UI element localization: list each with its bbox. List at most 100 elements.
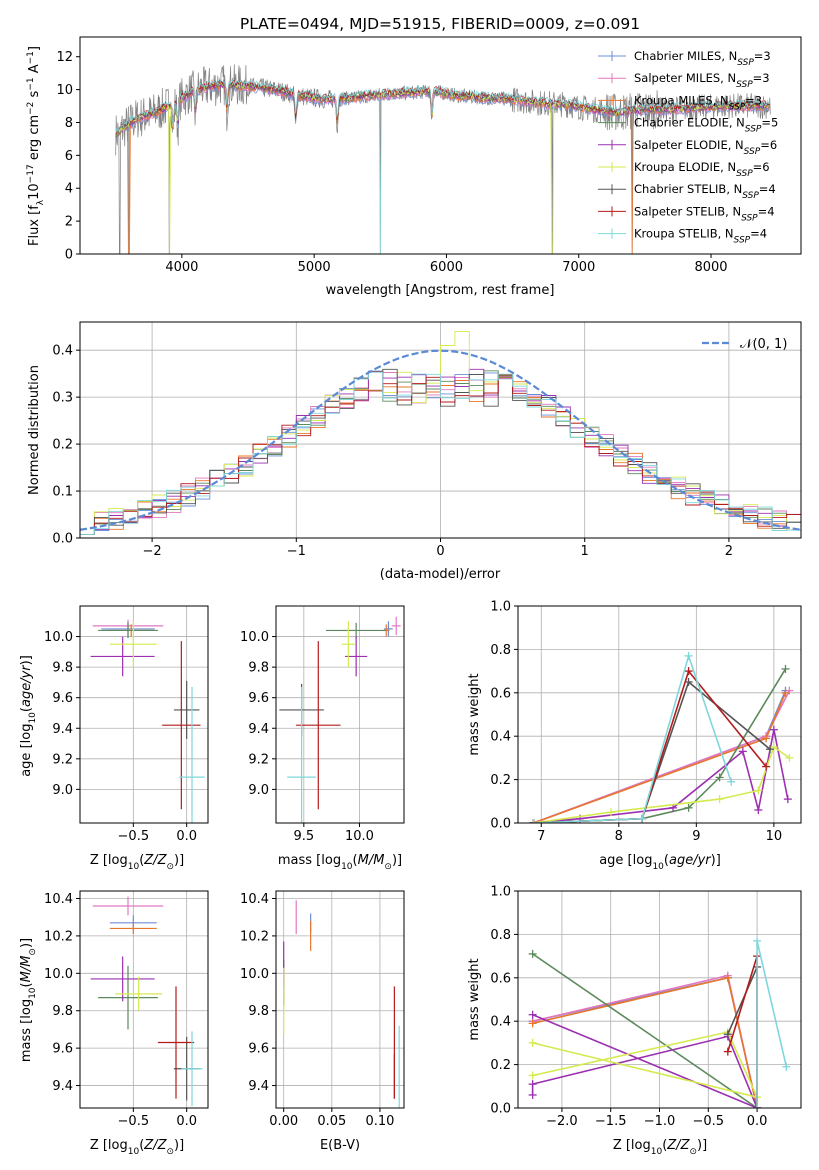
error-point-7 xyxy=(296,641,341,810)
x-tick-label: 6000 xyxy=(430,260,463,275)
y-tick-label: 1.0 xyxy=(490,600,511,615)
text-part: mass [log xyxy=(278,853,341,868)
y-tick-label: 0.8 xyxy=(490,928,511,943)
legend-entry-1: Salpeter MILES, NSSP=3 xyxy=(634,71,770,90)
y-tick-label: 0.2 xyxy=(52,438,73,453)
y-tick-label: 9.8 xyxy=(52,661,73,676)
axis-label: Z [log10(Z/Z⊙)] xyxy=(90,853,184,872)
weight-line-3 xyxy=(532,953,758,1108)
y-tick-label: 4 xyxy=(65,182,73,197)
weight-marker xyxy=(528,949,537,958)
error-point-7 xyxy=(162,641,201,810)
text-part: −17 xyxy=(26,164,36,183)
error-point-1 xyxy=(92,896,164,916)
weight-marker xyxy=(528,1071,537,1080)
weight-line-7 xyxy=(533,669,767,823)
axes-frame xyxy=(79,605,209,824)
x-tick-label: 0 xyxy=(436,544,444,559)
weight-marker xyxy=(781,664,790,673)
x-tick-label: 2 xyxy=(725,544,733,559)
y-tick-label: 0.0 xyxy=(52,532,73,547)
legend-entry-4: Salpeter ELODIE, NSSP=6 xyxy=(634,138,777,157)
weight-marker xyxy=(762,762,771,771)
axis-label: mass [log10(M/M⊙)] xyxy=(278,853,402,872)
y-tick-label: 1.0 xyxy=(490,885,511,900)
y-tick-label: 9.4 xyxy=(248,1079,269,1094)
text-part: Salpeter STELIB, N xyxy=(634,204,741,218)
y-tick-label: 0.4 xyxy=(52,344,73,359)
text-part: Z [log xyxy=(90,1138,128,1153)
x-tick-label: 9.5 xyxy=(293,829,314,844)
x-tick-label: 7 xyxy=(537,829,545,844)
text-part: Salpeter MILES, N xyxy=(634,71,736,85)
x-tick-label: −0.5 xyxy=(118,829,150,844)
x-tick-label: 0.05 xyxy=(317,1114,346,1129)
text-part: Kroupa STELIB, N xyxy=(634,227,734,241)
weight-marker xyxy=(528,1010,537,1019)
chart-spectrum: 4000 5000 6000 7000 8000 0 2 4 6 8 10 12 PLATE=0494,… xyxy=(26,15,802,298)
axes-frame xyxy=(275,605,405,824)
x-tick-label: −0.5 xyxy=(693,1114,725,1129)
y-tick-label: 10.0 xyxy=(240,630,269,645)
chart-mass-weight-vs-Z: −2.0 −1.5 −1.0 −0.5 0.0 0.0 0.2 0.4 0.6 0.8 1.0 mas… xyxy=(467,885,802,1157)
text-part: ⊙ xyxy=(689,1147,697,1157)
x-tick-label: −2 xyxy=(143,544,162,559)
weight-line-5 xyxy=(533,745,790,823)
x-tick-label: −1.5 xyxy=(595,1114,627,1129)
weight-marker xyxy=(638,814,647,823)
text-part: 10 xyxy=(128,862,140,872)
weight-marker xyxy=(754,805,763,814)
text-part: SSP xyxy=(736,169,753,179)
x-tick-label: 10.0 xyxy=(345,829,374,844)
text-part: =6 xyxy=(753,160,770,174)
error-point-5 xyxy=(341,621,356,668)
legend-entry-7: Salpeter STELIB, NSSP=4 xyxy=(634,204,775,223)
text-part: )] xyxy=(174,1138,184,1153)
error-point-4 xyxy=(90,956,155,1002)
weight-line-1 xyxy=(532,974,758,1108)
error-point-6 xyxy=(173,680,200,739)
text-part: −2 xyxy=(26,102,36,115)
y-tick-label: 9.8 xyxy=(248,661,269,676)
plot-area xyxy=(90,896,203,1107)
weight-marker xyxy=(765,745,774,754)
y-tick-label: 9.0 xyxy=(52,783,73,798)
x-tick-label: −1 xyxy=(287,544,306,559)
text-part: −1 xyxy=(26,77,36,90)
x-tick-label: 8 xyxy=(615,829,623,844)
text-part: SSP xyxy=(745,125,762,135)
weight-marker xyxy=(785,753,794,762)
histogram-step-5 xyxy=(80,330,801,535)
weight-marker xyxy=(684,651,693,660)
text-part: =3 xyxy=(753,71,770,85)
x-tick-label: 4000 xyxy=(165,260,198,275)
y-tick-label: 9.6 xyxy=(248,1042,269,1057)
text-part: =4 xyxy=(759,182,776,196)
y-tick-label: 10 xyxy=(56,83,73,98)
axes-frame xyxy=(79,36,802,255)
error-point-3 xyxy=(326,622,387,639)
x-axis-label: E(B-V) xyxy=(320,1138,360,1153)
text-part: 10 xyxy=(652,862,664,872)
text-part: )] xyxy=(174,853,184,868)
y-tick-label: 9.6 xyxy=(248,691,269,706)
text-part: ( xyxy=(139,853,144,868)
x-tick-label: 0.0 xyxy=(747,1114,768,1129)
text-part: ⊙ xyxy=(166,862,174,872)
x-axis-label: (data-model)/error xyxy=(380,567,501,582)
text-part: SSP xyxy=(742,191,759,201)
weight-marker xyxy=(723,1030,732,1039)
y-tick-label: 0.0 xyxy=(490,817,511,832)
y-tick-label: 6 xyxy=(65,149,73,164)
text-part: )] xyxy=(19,655,34,665)
y-tick-label: 9.0 xyxy=(248,783,269,798)
weight-marker xyxy=(528,1038,537,1047)
text-part: Z/Z xyxy=(143,853,167,868)
x-tick-label: 9 xyxy=(692,829,700,844)
x-tick-label: 0.00 xyxy=(269,1114,298,1129)
y-tick-label: 0.8 xyxy=(490,643,511,658)
text-part: Chabrier MILES, N xyxy=(634,49,737,63)
y-axis-label: Normed distribution xyxy=(27,365,42,495)
text-part: )] xyxy=(711,853,721,868)
